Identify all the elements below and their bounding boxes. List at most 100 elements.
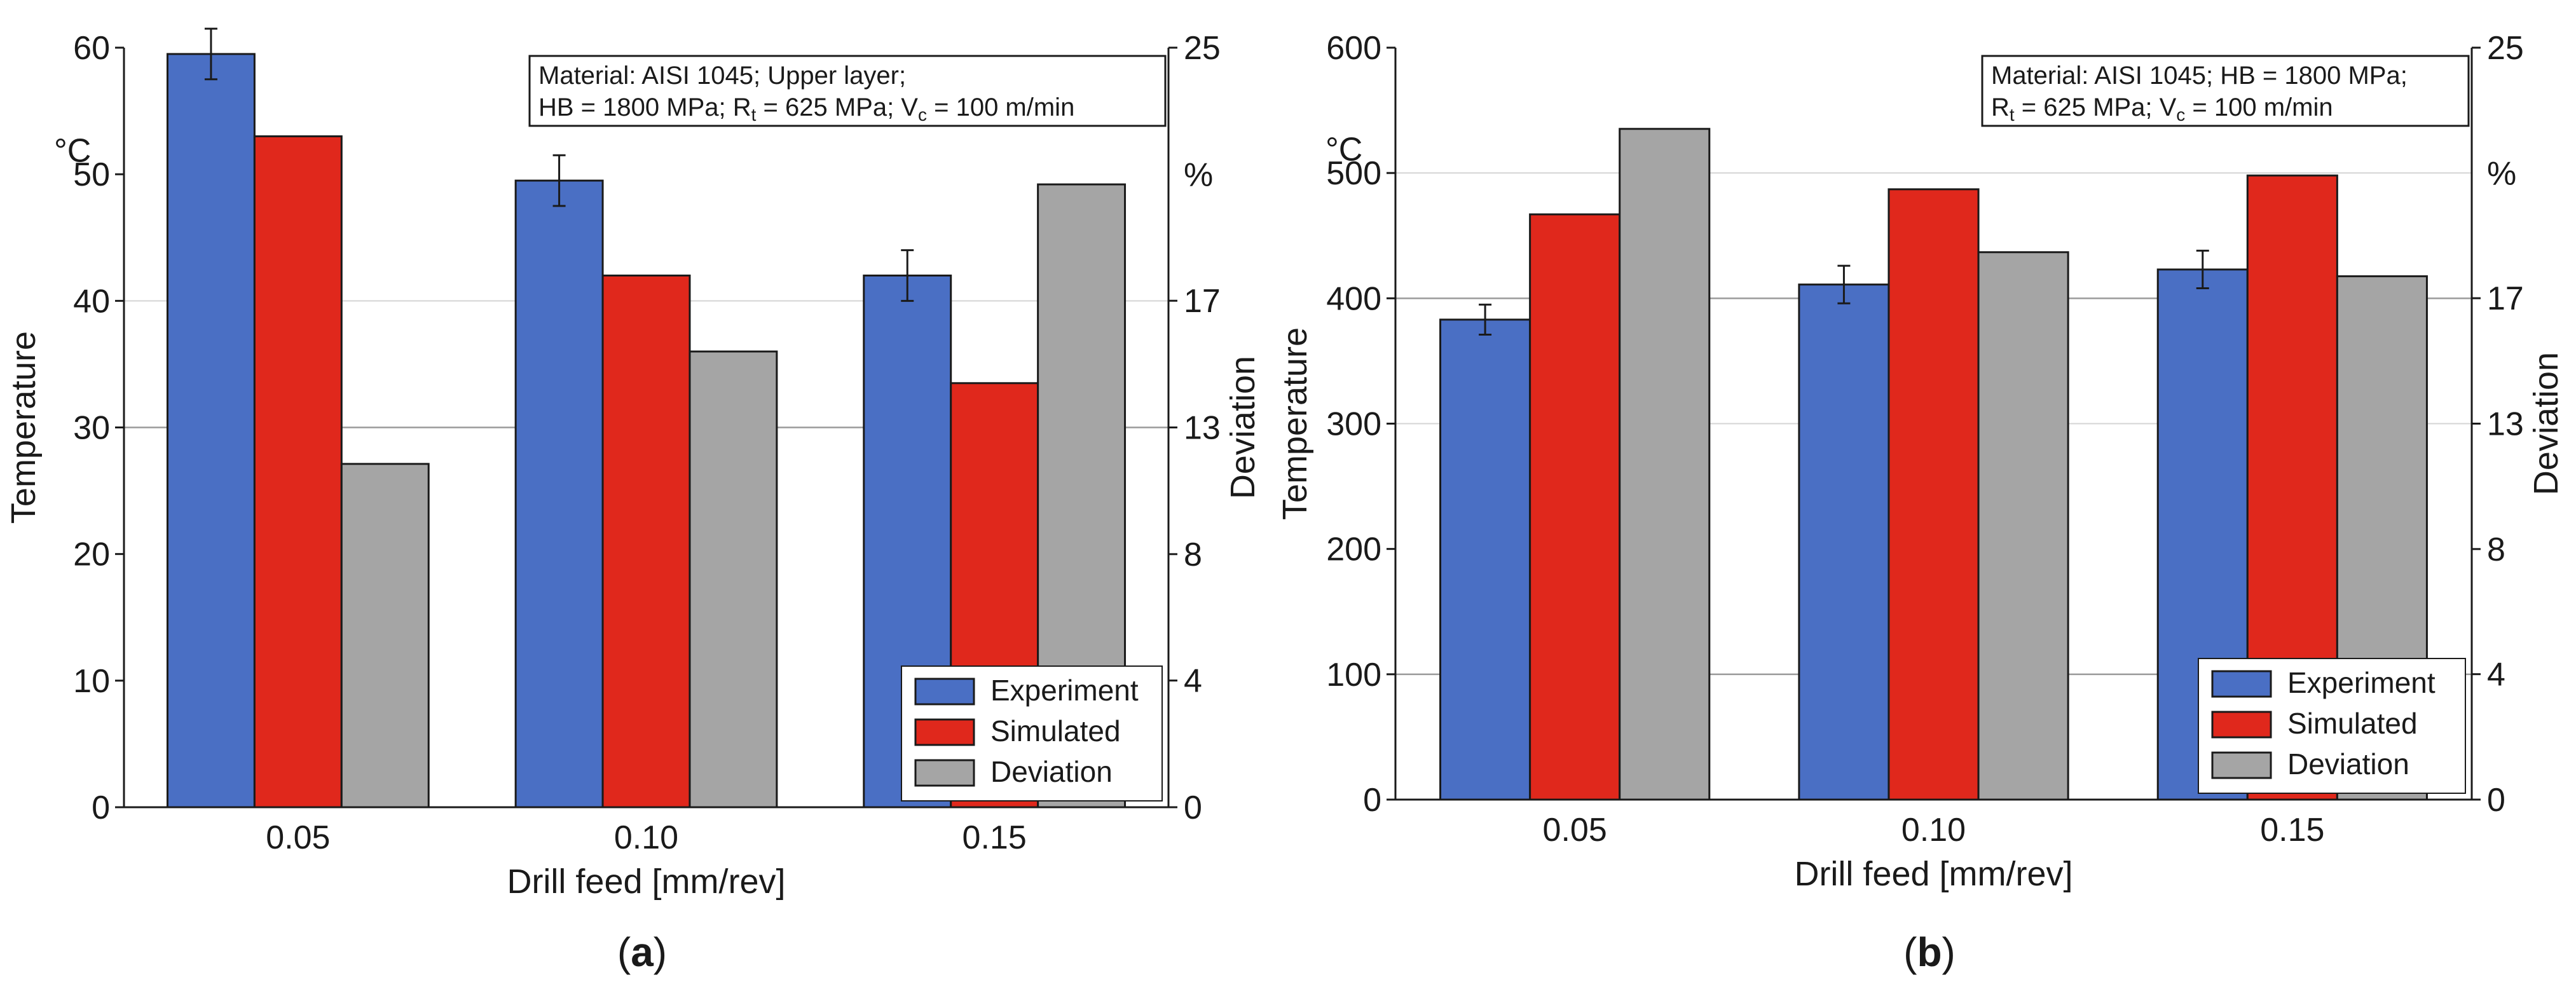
legend-label-simulated: Simulated (990, 714, 1121, 747)
error-bar (1479, 303, 1492, 336)
annotation-segment: = 100 m/min (927, 93, 1074, 121)
bar-experiment-0.10 (1798, 283, 1890, 801)
annotation-text-line: Material: AISI 1045; HB = 1800 MPa; (1991, 62, 2408, 90)
y-tick-label: 30 (73, 410, 110, 447)
annotation-text-line: HB = 1800 MPa; Rt = 625 MPa; Vc = 100 m/… (538, 93, 1074, 125)
annotation-subscript: c (918, 105, 927, 125)
y2-axis-title: Deviation (2527, 352, 2565, 495)
annotation-segment: = 100 m/min (2185, 93, 2333, 121)
x-tick-label: 0.10 (1901, 812, 1966, 849)
y2-tick-label: 13 (2487, 406, 2524, 443)
error-bar (2196, 249, 2209, 290)
x-tick-label: 0.15 (2260, 812, 2324, 849)
bar-experiment-0.05 (166, 53, 256, 808)
caption-letter: b (1917, 929, 1942, 975)
annotation-segment: Material: AISI 1045; Upper layer; (538, 62, 906, 90)
bar-simulated-0.05 (253, 135, 343, 808)
y-tick-label: 10 (73, 663, 110, 700)
bar-deviation-0.10 (1977, 251, 2069, 801)
y-tick-label: 400 (1326, 280, 1381, 317)
annotation-subscript: t (751, 105, 757, 125)
y2-tick-label: 0 (1184, 789, 1202, 826)
y2-tick-label: 8 (1184, 536, 1202, 573)
legend-label-deviation: Deviation (2287, 747, 2409, 781)
bar-simulated-0.10 (1887, 188, 1980, 801)
annotation-box (528, 55, 1167, 127)
y-tick-label: 60 (73, 30, 110, 67)
legend-label-simulated: Simulated (2287, 707, 2418, 740)
x-tick-label: 0.15 (963, 819, 1027, 856)
chart-panel-b: 0.05 0.10 0.15 0 100 200 300 400 500 600 0 4 8 13 17 25… (1276, 30, 2565, 975)
y2-tick-label: 17 (2487, 280, 2524, 317)
y-tick-label: 50 (73, 156, 110, 193)
x-axis-title: Drill feed [mm/rev] (1794, 855, 2072, 893)
y2-tick-label: 4 (1184, 663, 1202, 700)
y2-unit-label: % (2487, 156, 2516, 193)
y2-tick-label: 0 (2487, 782, 2505, 819)
annotation-segment: Material: AISI 1045; HB = 1800 MPa; (1991, 62, 2408, 90)
legend-swatch-deviation (914, 759, 975, 787)
y-tick-label: 0 (1363, 782, 1381, 819)
y-axis-title: Temperature (4, 331, 43, 524)
caption-letter: a (631, 929, 654, 975)
bar-simulated-0.05 (1529, 213, 1621, 801)
legend-swatch-experiment (2211, 670, 2272, 698)
y-tick-label: 600 (1326, 30, 1381, 67)
error-bar (901, 249, 914, 302)
annotation-subscript: c (2176, 105, 2185, 125)
x-tick-label: 0.05 (1543, 812, 1607, 849)
legend-swatch-experiment (914, 678, 975, 706)
panel-caption: (a) (617, 929, 667, 975)
annotation-box (1981, 55, 2470, 127)
legend-swatch-simulated (2211, 711, 2272, 739)
error-bar (552, 154, 566, 207)
annotation-segment: = 625 MPa; V (756, 93, 918, 121)
y2-tick-label: 25 (1184, 30, 1221, 67)
y-tick-label: 0 (92, 789, 110, 826)
panel-caption: (b) (1903, 929, 1956, 975)
y-tick-label: 40 (73, 283, 110, 320)
y2-tick-label: 13 (1184, 410, 1221, 447)
y-unit-label: °C (54, 132, 91, 169)
y-tick-label: 500 (1326, 155, 1381, 192)
annotation-subscript: t (2010, 105, 2015, 125)
y2-axis-title: Deviation (1224, 356, 1262, 499)
x-tick-label: 0.10 (614, 819, 678, 856)
y2-unit-label: % (1184, 157, 1213, 194)
y2-tick-label: 25 (2487, 30, 2524, 67)
chart-panel-a: 0.05 0.10 0.15 0 10 20 30 40 50 60 0 4 8 13 17 25 °C% Tem… (4, 27, 1262, 975)
caption-paren: ) (1942, 929, 1956, 975)
x-axis-title: Drill feed [mm/rev] (507, 863, 785, 901)
caption-paren: ( (617, 929, 631, 975)
caption-paren: ( (1903, 929, 1917, 975)
legend-label-experiment: Experiment (2287, 666, 2436, 699)
caption-paren: ) (654, 929, 667, 975)
bar-experiment-0.10 (514, 179, 604, 808)
legend-swatch-simulated (914, 718, 975, 746)
error-bar (204, 27, 217, 81)
y-tick-label: 200 (1326, 531, 1381, 568)
legend-swatch-deviation (2211, 751, 2272, 779)
y-axis-title: Temperature (1276, 327, 1314, 520)
error-bar (1837, 264, 1851, 304)
bar-deviation-0.10 (689, 350, 778, 808)
y2-tick-label: 4 (2487, 657, 2505, 693)
annotation-text-line: Rt = 625 MPa; Vc = 100 m/min (1991, 93, 2333, 125)
bar-deviation-0.05 (1619, 128, 1711, 801)
bar-experiment-0.05 (1439, 318, 1531, 801)
legend-label-deviation: Deviation (990, 755, 1113, 788)
legend-label-experiment: Experiment (990, 674, 1139, 707)
y-tick-label: 20 (73, 536, 110, 573)
y2-tick-label: 17 (1184, 283, 1221, 320)
y-tick-label: 300 (1326, 406, 1381, 443)
y-tick-label: 100 (1326, 657, 1381, 693)
x-tick-label: 0.05 (266, 819, 330, 856)
annotation-segment: HB = 1800 MPa; R (538, 93, 751, 121)
bar-simulated-0.10 (601, 275, 691, 808)
bar-deviation-0.05 (340, 463, 430, 808)
annotation-text-line: Material: AISI 1045; Upper layer; (538, 62, 906, 90)
annotation-segment: = 625 MPa; V (2015, 93, 2177, 121)
y-unit-label: °C (1326, 132, 1362, 168)
annotation-segment: R (1991, 93, 2010, 121)
